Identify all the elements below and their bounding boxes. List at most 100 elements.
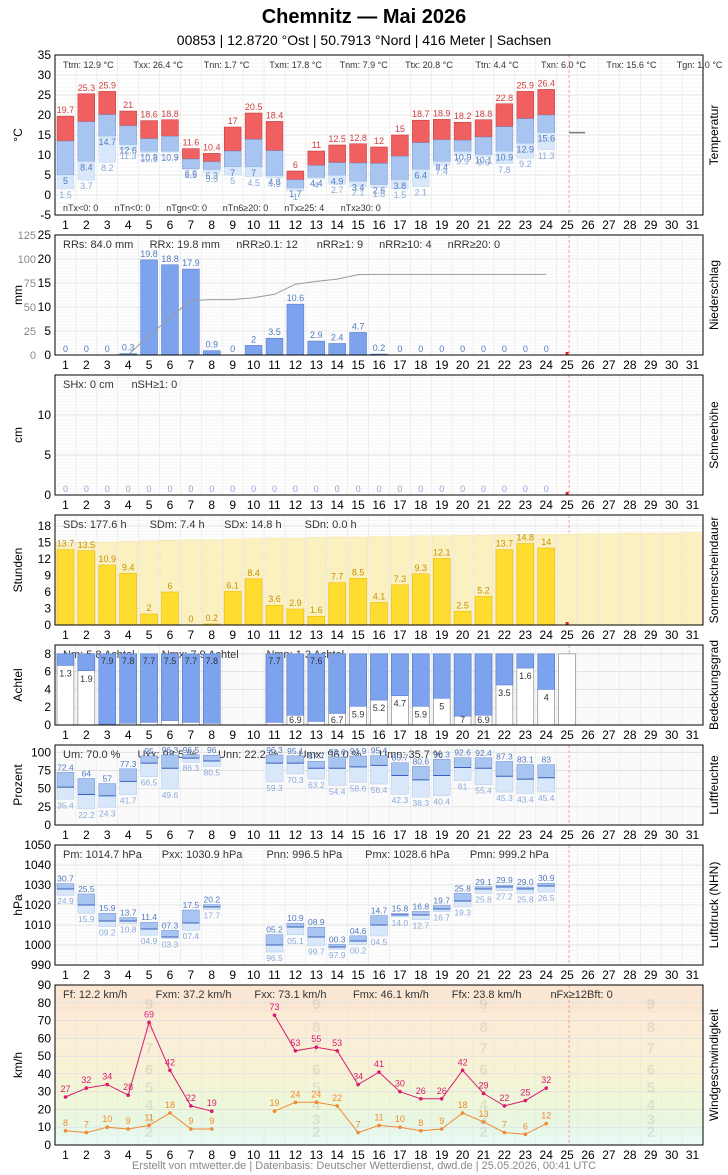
beaufort-band xyxy=(55,1136,703,1145)
humidity-lower-bar xyxy=(77,794,96,810)
tmean-bar xyxy=(244,139,263,168)
tmean-bar xyxy=(349,162,367,182)
panel-border xyxy=(54,54,704,216)
x-tick-label: 7 xyxy=(188,498,195,512)
panel-border xyxy=(54,234,704,356)
tmax-bar xyxy=(56,115,75,142)
wind-gust-point xyxy=(398,1089,402,1094)
sunshine-bar xyxy=(244,578,263,626)
precip-cumulative-line xyxy=(65,273,547,356)
x-tick-label: 14 xyxy=(331,218,345,232)
pressure-min-label: 24.9 xyxy=(57,896,74,906)
beaufort-label: 8 xyxy=(647,1019,655,1036)
wind-mean-point xyxy=(481,1120,486,1124)
x-tick-label: 20 xyxy=(456,968,470,982)
wind-gust-data-label: 34 xyxy=(353,1072,363,1082)
y-tick-label: 2 xyxy=(44,700,51,714)
tmin-data-label: 3.8 xyxy=(394,181,407,191)
pressure-lower-bar xyxy=(77,904,96,914)
humidity-max-label: 94.9 xyxy=(350,746,367,756)
cloud-cover-bar xyxy=(286,653,305,716)
x-tick-label: 1 xyxy=(62,728,69,742)
pressure-upper-bar xyxy=(286,922,305,928)
precip-data-label: 0 xyxy=(105,344,110,354)
wind-mean-data-label: 6 xyxy=(523,1121,528,1131)
tmax-bar xyxy=(537,89,555,116)
x-tick-label: 8 xyxy=(208,968,215,982)
x-tick-label: 13 xyxy=(310,218,324,232)
stats-label: Pmx: 1028.6 hPa xyxy=(365,849,450,861)
precip-data-label: 10.6 xyxy=(287,293,305,303)
x-tick-label: 21 xyxy=(477,218,491,232)
tmax-data-label: 15 xyxy=(395,124,405,134)
beaufort-label: 8 xyxy=(479,1019,487,1036)
x-tick-label: 30 xyxy=(665,218,679,232)
precip-data-label: 2.9 xyxy=(310,330,323,340)
pressure-max-label: 19.7 xyxy=(433,896,450,906)
humidity-min-label: 55.4 xyxy=(475,786,492,796)
beaufort-label: 5 xyxy=(647,1079,655,1096)
pressure-lower-bar xyxy=(495,886,514,891)
x-tick-label: 13 xyxy=(310,1148,324,1162)
x-tick-label: 6 xyxy=(167,498,174,512)
x-tick-label: 21 xyxy=(477,498,491,512)
x-tick-label: 21 xyxy=(477,968,491,982)
y-axis-label: km/h xyxy=(11,1052,25,1078)
stats-label: Tnx: 15.6 °C xyxy=(606,60,657,70)
tmax-data-label: 17 xyxy=(228,116,238,126)
tmin-data-label: 10.9 xyxy=(140,152,158,162)
tmin-data-label: 7 xyxy=(230,168,235,178)
tmax-data-label: 12.5 xyxy=(328,134,346,144)
stats-label: Ttn: 4.4 °C xyxy=(476,60,520,70)
wind-mean-data-label: 11 xyxy=(144,1112,153,1122)
x-tick-label: 6 xyxy=(167,728,174,742)
beaufort-label: 8 xyxy=(312,1019,320,1036)
humidity-max-label: 83 xyxy=(541,755,551,765)
x-tick-label: 21 xyxy=(477,728,491,742)
x-tick-label: 18 xyxy=(414,498,428,512)
humidity-lower-bar xyxy=(391,775,409,795)
x-tick-label: 9 xyxy=(229,358,236,372)
pressure-upper-bar xyxy=(307,926,325,938)
tmax-data-label: 19.7 xyxy=(57,105,75,115)
x-tick-label: 18 xyxy=(414,728,428,742)
possible-sunshine-bar xyxy=(661,532,682,626)
pressure-upper-bar xyxy=(161,930,179,938)
wind-gust-data-label: 69 xyxy=(144,1009,154,1019)
cloud-cover-bar xyxy=(391,653,409,696)
pressure-max-label: 17.5 xyxy=(183,900,200,910)
x-tick-label: 17 xyxy=(393,1148,407,1162)
snow-data-label: 0 xyxy=(188,484,193,494)
pressure-max-label: 25.5 xyxy=(78,884,95,894)
tmin-data-label: 8.4 xyxy=(80,162,93,172)
cloud-cover-bar xyxy=(370,653,388,701)
x-tick-label: 10 xyxy=(247,828,261,842)
x-tick-label: 26 xyxy=(581,218,595,232)
y-tick-label: 20 xyxy=(38,108,52,122)
x-tick-label: 3 xyxy=(104,498,111,512)
humidity-max-label: 95 xyxy=(144,746,154,756)
humidity-upper-bar xyxy=(140,755,158,764)
x-tick-label: 5 xyxy=(146,828,153,842)
sunshine-data-label: 6 xyxy=(167,581,172,591)
x-tick-label: 6 xyxy=(167,628,174,642)
y-tick-label: 80 xyxy=(38,996,52,1010)
stats-label: nRR≥20: 0 xyxy=(448,239,501,251)
precip-data-label: 2.4 xyxy=(331,332,344,342)
humidity-upper-bar xyxy=(119,768,137,782)
x-tick-label: 9 xyxy=(229,1148,236,1162)
tmax-data-label: 20.5 xyxy=(245,102,263,112)
x-tick-label: 17 xyxy=(393,218,407,232)
precip-bar xyxy=(265,337,284,356)
wind-gust-data-label: 22 xyxy=(499,1093,509,1103)
tmean-bar xyxy=(182,158,200,170)
tmax-bar xyxy=(516,91,535,119)
snow-data-label: 0 xyxy=(460,484,465,494)
x-tick-label: 12 xyxy=(289,358,303,372)
pressure-lower-bar xyxy=(307,936,325,946)
x-tick-label: 22 xyxy=(498,628,512,642)
x-tick-label: 4 xyxy=(125,968,132,982)
tmin-data-label: 15.6 xyxy=(537,134,555,144)
tmax-bar xyxy=(349,143,367,164)
y-tick-label: 8 xyxy=(44,647,51,661)
